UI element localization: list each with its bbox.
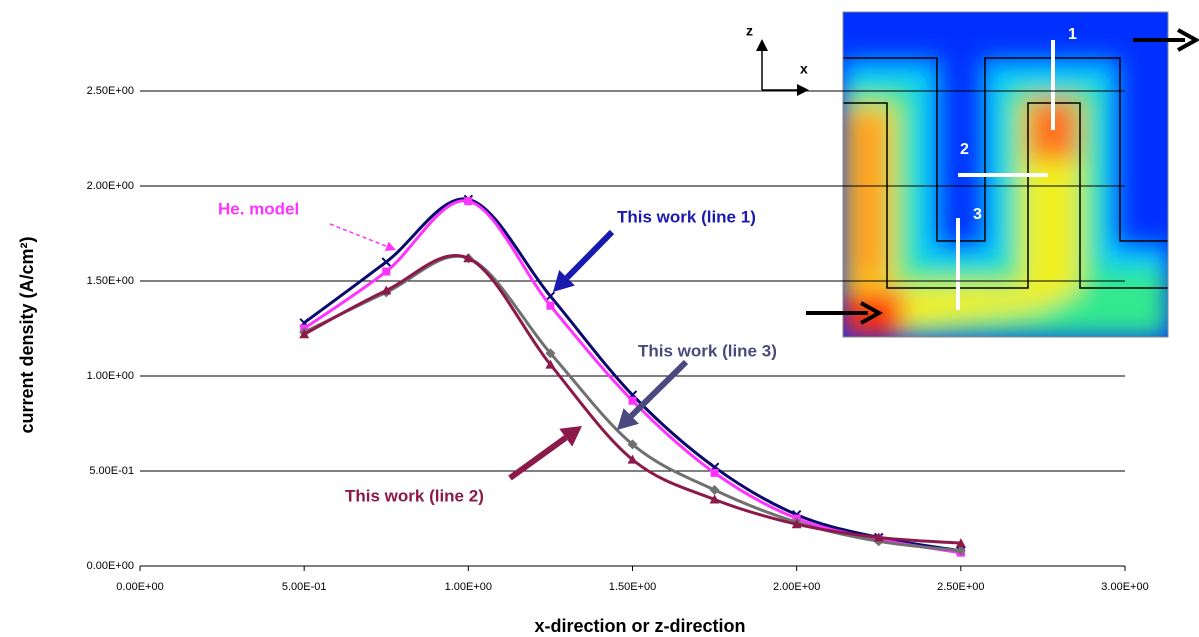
x-tick-label: 2.00E+00 [773, 581, 820, 593]
marker [382, 258, 390, 266]
inset-heatmap [843, 12, 1168, 337]
series-label: This work (line 1) [617, 207, 756, 226]
page: {"chart_data": {"type": "line", "x_label… [0, 0, 1199, 637]
annotation-arrow [567, 232, 612, 278]
series-label: This work (line 3) [638, 341, 777, 360]
marker [629, 397, 637, 405]
annotation-arrow [330, 224, 387, 246]
inset-axis-label: x [800, 61, 808, 77]
y-tick-label: 0.00E+00 [87, 560, 134, 572]
marker [464, 197, 472, 205]
marker [711, 469, 719, 477]
x-tick-label: 1.00E+00 [445, 581, 492, 593]
x-tick-label: 5.00E-01 [282, 581, 327, 593]
y-tick-label: 1.50E+00 [87, 275, 134, 287]
x-tick-label: 3.00E+00 [1101, 581, 1148, 593]
y-axis-title: current density (A/cm²) [17, 236, 37, 433]
x-tick-label: 1.50E+00 [609, 581, 656, 593]
inset-axis-label: z [746, 23, 753, 39]
y-tick-label: 2.00E+00 [87, 180, 134, 192]
marker [546, 302, 554, 310]
chart: 1 2 3 z x x-direction or z-direction cur… [0, 0, 1199, 637]
annotation-arrow [631, 362, 686, 416]
y-tick-label: 5.00E-01 [89, 465, 134, 477]
y-tick-label: 2.50E+00 [87, 85, 134, 97]
series-label: He. model [218, 199, 299, 218]
x-tick-label: 0.00E+00 [116, 581, 163, 593]
x-tick-label: 2.50E+00 [937, 581, 984, 593]
inset-line-label: 2 [960, 141, 969, 158]
inset-line-label: 3 [973, 206, 982, 223]
marker [710, 485, 720, 495]
marker [382, 268, 390, 276]
annotation-arrow [510, 438, 566, 478]
annotation-arrowhead [385, 242, 396, 251]
marker [546, 292, 554, 300]
x-axis-title: x-direction or z-direction [534, 616, 745, 636]
series-label: This work (line 2) [345, 486, 484, 505]
inset-line-label: 1 [1068, 26, 1077, 43]
y-tick-label: 1.00E+00 [87, 370, 134, 382]
